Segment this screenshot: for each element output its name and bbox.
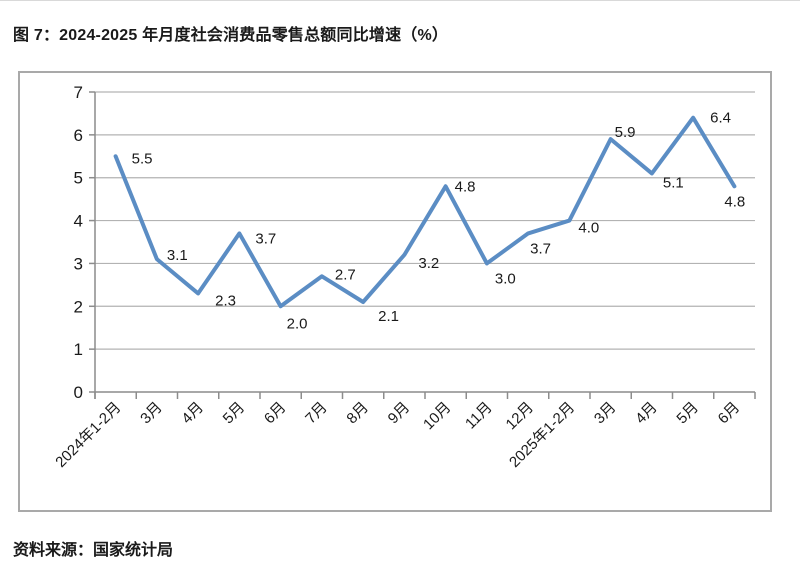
data-label: 2.7: [335, 266, 356, 283]
x-axis-tick-label: 5月: [673, 399, 702, 428]
data-label: 6.4: [710, 110, 731, 127]
x-axis-tick-label: 6月: [715, 399, 744, 428]
y-axis-tick-label: 5: [74, 169, 83, 188]
data-label: 2.1: [378, 308, 399, 325]
series-line: [113, 115, 737, 309]
data-label: 4.0: [578, 220, 599, 237]
source-note: 资料来源：国家统计局: [13, 542, 174, 559]
top-divider: [0, 0, 800, 1]
line-chart-svg: 0 1 2 3 4 5 6 7 2024年1-2月 3月 4月 5月 6月 7月 8月 9月 10月 11月 12月…: [52, 83, 756, 471]
x-axis-tick-label: 4月: [632, 399, 661, 428]
x-axis-tick-label: 11月: [462, 399, 496, 433]
data-label: 3.7: [255, 230, 276, 247]
data-label: 3.7: [530, 240, 551, 257]
data-label: 2.3: [215, 292, 236, 309]
y-axis-tick-label: 3: [74, 254, 83, 273]
data-label: 3.0: [495, 270, 516, 287]
x-axis-tick-label: 3月: [137, 399, 166, 428]
data-label: 5.9: [615, 124, 636, 141]
x-axis-tick-label: 5月: [220, 399, 249, 428]
x-axis-tick-label: 2024年1-2月: [52, 399, 124, 471]
x-axis-tick-label: 12月: [503, 399, 537, 433]
x-axis-tick-label: 6月: [261, 399, 290, 428]
x-axis-tick-label: 8月: [343, 399, 372, 428]
x-axis-tick-label: 7月: [302, 399, 331, 428]
y-axis-tick-label: 0: [74, 383, 83, 402]
y-axis-tick-label: 1: [74, 340, 83, 359]
y-axis-tick-label: 4: [74, 212, 83, 231]
data-label: 2.0: [287, 315, 308, 332]
x-axis-tick-label: 10月: [420, 399, 454, 433]
y-axis-tick-label: 6: [74, 126, 83, 145]
figure-title: 图 7：2024-2025 年月度社会消费品零售总额同比增速（%）: [13, 27, 449, 44]
x-axis-tick-label: 4月: [178, 399, 207, 428]
chart-container: 0 1 2 3 4 5 6 7 2024年1-2月 3月 4月 5月 6月 7月 8月 9月 10月 11月 12月…: [18, 71, 772, 512]
data-label: 5.1: [663, 174, 684, 191]
y-axis-tick-label: 2: [74, 297, 83, 316]
data-label: 4.8: [455, 178, 476, 195]
x-axis-tick-label: 9月: [385, 399, 414, 428]
y-axis-tick-label: 7: [74, 83, 83, 102]
data-label: 3.1: [167, 247, 188, 264]
data-label: 3.2: [418, 255, 439, 272]
x-axis-tick-label: 3月: [591, 399, 620, 428]
data-label: 4.8: [724, 193, 745, 210]
data-label: 5.5: [132, 150, 153, 167]
